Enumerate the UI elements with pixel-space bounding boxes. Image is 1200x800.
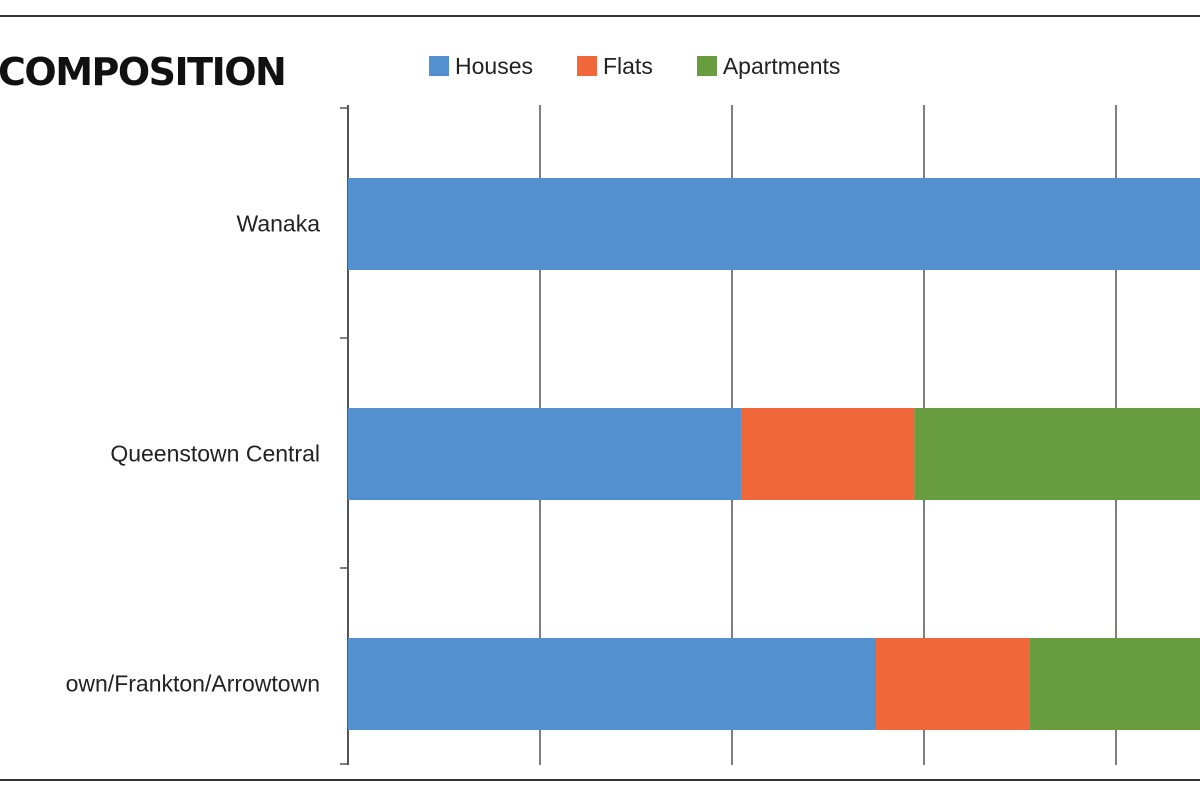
legend-item-flats: Flats: [576, 52, 653, 80]
bar-houses-2: [348, 638, 876, 730]
category-label-queenstown-central: Queenstown Central: [110, 440, 320, 467]
bar-houses-0: [348, 178, 1200, 270]
legend-label-flats: Flats: [602, 52, 653, 79]
legend-label-houses: Houses: [455, 52, 533, 79]
bar-apartments-2: [1029, 638, 1200, 730]
category-label-frankton-arrowtown: own/Frankton/Arrowtown: [65, 670, 320, 697]
bar-apartments-1: [914, 408, 1200, 500]
legend-item-houses: Houses: [429, 53, 533, 80]
legend-swatch-flats: [576, 56, 597, 76]
category-label-wanaka: Wanaka: [236, 210, 320, 237]
bar-houses-1: [348, 408, 742, 500]
legend-label-apartments: Apartments: [722, 52, 841, 79]
bar-flats-1: [741, 408, 915, 500]
bar-flats-2: [876, 638, 1030, 730]
chart-title: COMPOSITION: [0, 50, 287, 94]
legend-swatch-apartments: [696, 56, 717, 76]
legend-item-apartments: Apartments: [696, 52, 841, 80]
legend: Houses Flats Apartments: [429, 52, 884, 80]
legend-swatch-houses: [429, 56, 449, 76]
